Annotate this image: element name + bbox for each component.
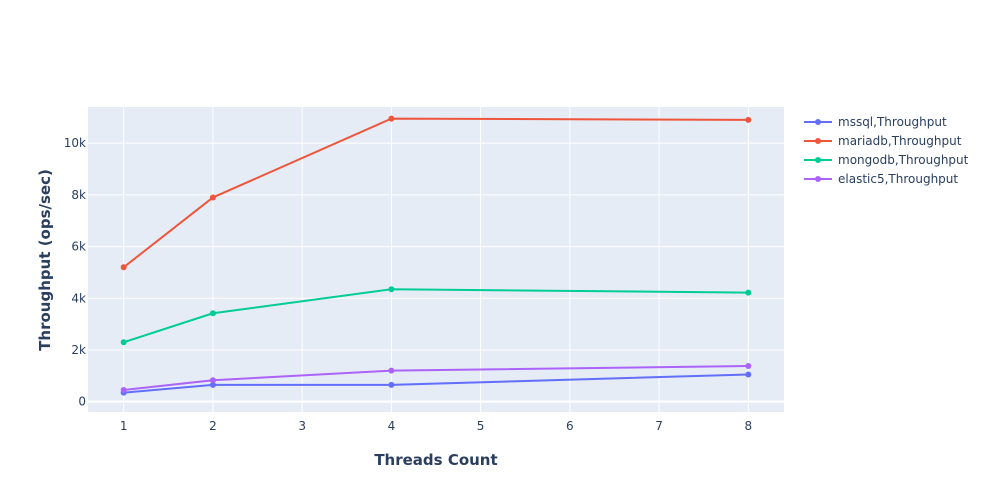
x-tick-label: 1: [120, 419, 128, 433]
legend-item[interactable]: mssql,Throughput: [804, 115, 947, 129]
series-line: [123, 364, 749, 392]
x-tick-label: 2: [209, 419, 217, 433]
data-point[interactable]: [209, 194, 216, 201]
series-line: [123, 373, 749, 394]
series-3: [120, 362, 752, 394]
legend-label: mariadb,Throughput: [838, 134, 962, 148]
x-tick-label: 6: [566, 419, 574, 433]
data-point[interactable]: [209, 377, 216, 384]
series-line: [123, 117, 749, 269]
legend-marker: [815, 138, 821, 144]
data-point[interactable]: [120, 339, 127, 346]
x-tick-label: 5: [477, 419, 485, 433]
x-tick-label: 7: [655, 419, 663, 433]
legend-marker: [815, 157, 821, 163]
series-1: [120, 115, 752, 271]
legend-marker: [815, 119, 821, 125]
y-tick-label: 4k: [71, 291, 86, 305]
x-axis-title: Threads Count: [374, 451, 497, 469]
y-tick-label: 8k: [71, 188, 86, 202]
legend-label: mssql,Throughput: [838, 115, 947, 129]
data-point[interactable]: [388, 367, 395, 374]
y-tick-label: 6k: [71, 240, 86, 254]
series-layer: [120, 115, 752, 396]
legend-label: elastic5,Throughput: [838, 172, 958, 186]
data-point[interactable]: [388, 381, 395, 388]
y-tick-labels: 0 2k 4k 6k 8k 10k: [64, 136, 86, 408]
legend-item[interactable]: mongodb,Throughput: [804, 153, 969, 167]
legend-item[interactable]: mariadb,Throughput: [804, 134, 962, 148]
series-2: [120, 286, 752, 346]
x-tick-label: 4: [388, 419, 396, 433]
data-point[interactable]: [120, 264, 127, 271]
y-axis-title: Throughput (ops/sec): [36, 169, 54, 351]
series-line: [123, 288, 749, 344]
x-tick-label: 3: [298, 419, 306, 433]
data-point[interactable]: [745, 289, 752, 296]
y-tick-label: 10k: [64, 136, 86, 150]
data-point[interactable]: [745, 371, 752, 378]
y-tick-label: 0: [78, 395, 86, 409]
data-point[interactable]: [388, 286, 395, 293]
plot-background: [88, 107, 784, 412]
data-point[interactable]: [745, 116, 752, 123]
data-point[interactable]: [388, 115, 395, 122]
legend-item[interactable]: elastic5,Throughput: [804, 172, 958, 186]
y-tick-label: 2k: [71, 343, 86, 357]
x-tick-labels: 1 2 3 4 5 6 7 8: [120, 419, 752, 433]
data-point[interactable]: [209, 310, 216, 317]
data-point[interactable]: [120, 387, 127, 394]
data-point[interactable]: [745, 362, 752, 369]
y-gridlines: [88, 142, 784, 403]
legend[interactable]: mssql,Throughput mariadb,Throughput mongod…: [804, 115, 969, 186]
data-point[interactable]: [209, 381, 216, 388]
legend-marker: [815, 176, 821, 182]
legend-label: mongodb,Throughput: [838, 153, 969, 167]
x-tick-label: 8: [744, 419, 752, 433]
